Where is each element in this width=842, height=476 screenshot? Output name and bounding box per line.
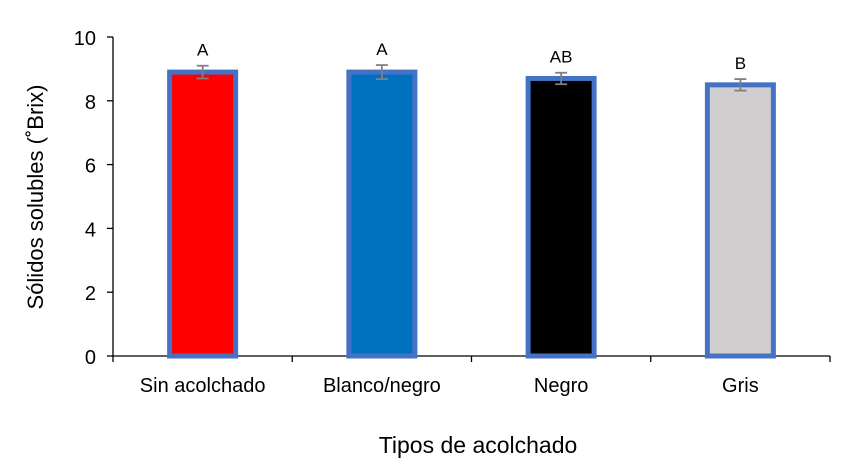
- y-tick-label: 0: [85, 347, 96, 369]
- y-axis: 0 2 4 6 8 10: [74, 28, 114, 369]
- y-tick-label: 4: [85, 219, 96, 241]
- y-tick-label: 8: [85, 92, 96, 114]
- x-category-label: Sin acolchado: [140, 375, 266, 397]
- x-category-label: Gris: [722, 375, 759, 397]
- bar: [346, 69, 418, 359]
- error-bars: [196, 64, 747, 92]
- y-tick-label: 10: [74, 28, 96, 50]
- significance-label: A: [197, 41, 209, 60]
- bar: [704, 82, 776, 359]
- significance-label: B: [735, 54, 746, 73]
- bars: [167, 69, 776, 359]
- x-axis-title: Tipos de acolchado: [379, 432, 578, 458]
- significance-labels: A A AB B: [197, 40, 746, 73]
- bar: [167, 69, 239, 359]
- x-category-label: Blanco/negro: [323, 375, 441, 397]
- x-category-label: Negro: [534, 375, 588, 397]
- significance-label: AB: [550, 48, 573, 67]
- y-tick-label: 6: [85, 156, 96, 178]
- y-tick-label: 2: [85, 283, 96, 305]
- x-axis: Sin acolchado Blanco/negro Negro Gris: [112, 355, 831, 397]
- significance-label: A: [376, 40, 388, 59]
- y-axis-title: Sólidos solubles (˚Brix): [23, 85, 48, 310]
- bar: [525, 75, 597, 359]
